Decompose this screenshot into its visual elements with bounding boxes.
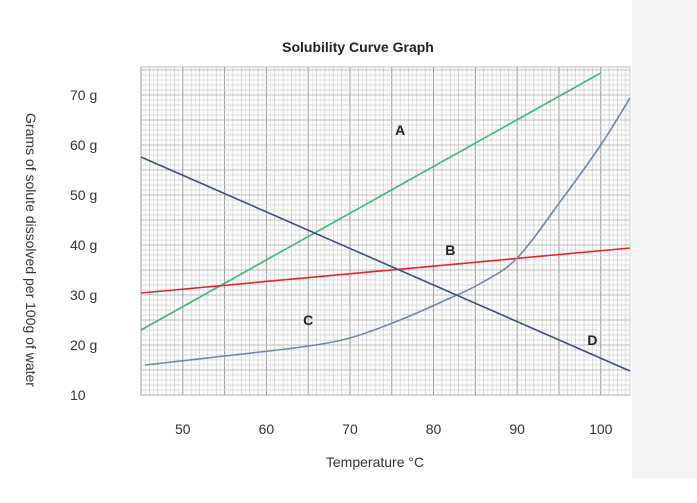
y-tick-label: 30 g <box>70 287 97 303</box>
series-label-c: C <box>303 312 313 328</box>
series-label-a: A <box>395 122 405 138</box>
tick-labels: 50 60 70 80 90 100 10 20 g 30 g 40 g 50 g 60 g 70 g <box>70 87 613 437</box>
series-line-d <box>140 156 631 372</box>
y-tick-label: 60 g <box>70 137 97 153</box>
y-tick-label: 50 g <box>70 187 97 203</box>
y-tick-label: 20 g <box>70 337 97 353</box>
y-tick-label: 40 g <box>70 237 97 253</box>
chart-title: Solubility Curve Graph <box>282 39 434 55</box>
side-panel <box>632 0 697 478</box>
x-tick-label: 60 <box>259 421 275 437</box>
y-tick-label: 10 <box>70 387 86 403</box>
x-tick-label: 80 <box>426 421 442 437</box>
series-label-d: D <box>587 332 597 348</box>
x-tick-label: 90 <box>509 421 525 437</box>
plot-area <box>140 66 631 396</box>
x-tick-label: 70 <box>342 421 358 437</box>
grid <box>140 66 631 396</box>
y-tick-label: 70 g <box>70 87 97 103</box>
x-tick-label: 100 <box>589 421 613 437</box>
y-axis-label: Grams of solute dissolved per 100g of wa… <box>23 113 39 387</box>
series-line-c <box>145 97 631 366</box>
x-axis-label: Temperature °C <box>326 454 424 470</box>
series-label-b: B <box>445 242 455 258</box>
series-line-b <box>140 247 631 294</box>
series-group: A B C D <box>140 72 631 372</box>
series-line-a <box>140 72 602 331</box>
x-tick-label: 50 <box>175 421 191 437</box>
